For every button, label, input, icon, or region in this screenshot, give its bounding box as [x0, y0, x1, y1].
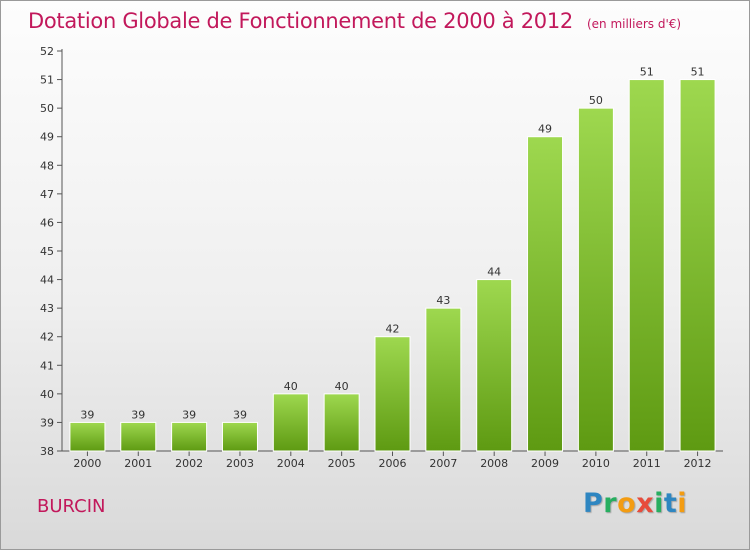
bar — [171, 421, 208, 452]
bar — [577, 107, 614, 452]
data-label: 39 — [131, 408, 145, 421]
y-tick-label: 50 — [40, 102, 54, 115]
bar — [679, 79, 716, 452]
bar — [221, 421, 258, 452]
proxiti-logo: Proxiti — [583, 488, 687, 519]
bar — [374, 336, 411, 452]
x-tick-label: 2007 — [429, 457, 457, 470]
y-tick-label: 51 — [40, 74, 54, 87]
x-tick-label: 2000 — [73, 457, 101, 470]
bar — [69, 421, 106, 452]
chart-title: Dotation Globale de Fonctionnement de 20… — [28, 9, 681, 33]
x-tick-label: 2010 — [582, 457, 610, 470]
y-tick-label: 52 — [40, 45, 54, 58]
bar — [628, 79, 665, 452]
x-tick-label: 2006 — [379, 457, 407, 470]
bar — [272, 393, 309, 452]
x-tick-label: 2011 — [633, 457, 661, 470]
logo-letter: o — [617, 488, 637, 519]
y-tick-label: 44 — [40, 274, 54, 287]
data-label: 39 — [233, 408, 247, 421]
logo-letter: i — [654, 488, 664, 519]
data-label: 40 — [284, 380, 298, 393]
bar — [323, 393, 360, 452]
unit-label: (en milliers d'€) — [586, 17, 682, 31]
logo-letter: t — [663, 488, 678, 519]
y-tick-label: 38 — [40, 445, 54, 458]
x-tick-label: 2003 — [226, 457, 254, 470]
logo-letter: r — [603, 488, 618, 519]
logo-letter: i — [677, 488, 688, 519]
y-tick-label: 45 — [40, 245, 54, 258]
y-tick-label: 42 — [40, 331, 54, 344]
data-label: 51 — [640, 66, 654, 79]
x-tick-label: 2012 — [684, 457, 712, 470]
data-label: 50 — [589, 94, 603, 107]
y-tick-label: 46 — [40, 216, 54, 229]
bar — [425, 307, 462, 452]
y-tick-label: 39 — [40, 416, 54, 429]
y-tick-label: 41 — [40, 359, 54, 372]
commune-name: BURCIN — [37, 496, 106, 517]
y-tick-label: 43 — [40, 302, 54, 315]
data-label: 39 — [80, 408, 94, 421]
x-tick-label: 2001 — [124, 457, 152, 470]
y-tick-label: 49 — [40, 131, 54, 144]
x-tick-label: 2005 — [328, 457, 356, 470]
y-tick-label: 48 — [40, 159, 54, 172]
x-tick-label: 2008 — [480, 457, 508, 470]
data-label: 49 — [538, 123, 552, 136]
y-tick-label: 47 — [40, 188, 54, 201]
bar — [527, 136, 564, 452]
data-label: 43 — [436, 294, 450, 307]
logo-letter: P — [583, 488, 604, 519]
title-text: Dotation Globale de Fonctionnement de 20… — [28, 9, 573, 33]
data-label: 39 — [182, 408, 196, 421]
bar — [476, 279, 513, 452]
x-tick-label: 2004 — [277, 457, 305, 470]
bar — [120, 421, 157, 452]
data-label: 51 — [691, 66, 705, 79]
x-tick-label: 2002 — [175, 457, 203, 470]
data-label: 42 — [386, 323, 400, 336]
data-label: 44 — [487, 266, 501, 279]
y-tick-label: 40 — [40, 388, 54, 401]
data-label: 40 — [335, 380, 349, 393]
x-tick-label: 2009 — [531, 457, 559, 470]
logo-letter: x — [636, 488, 655, 519]
